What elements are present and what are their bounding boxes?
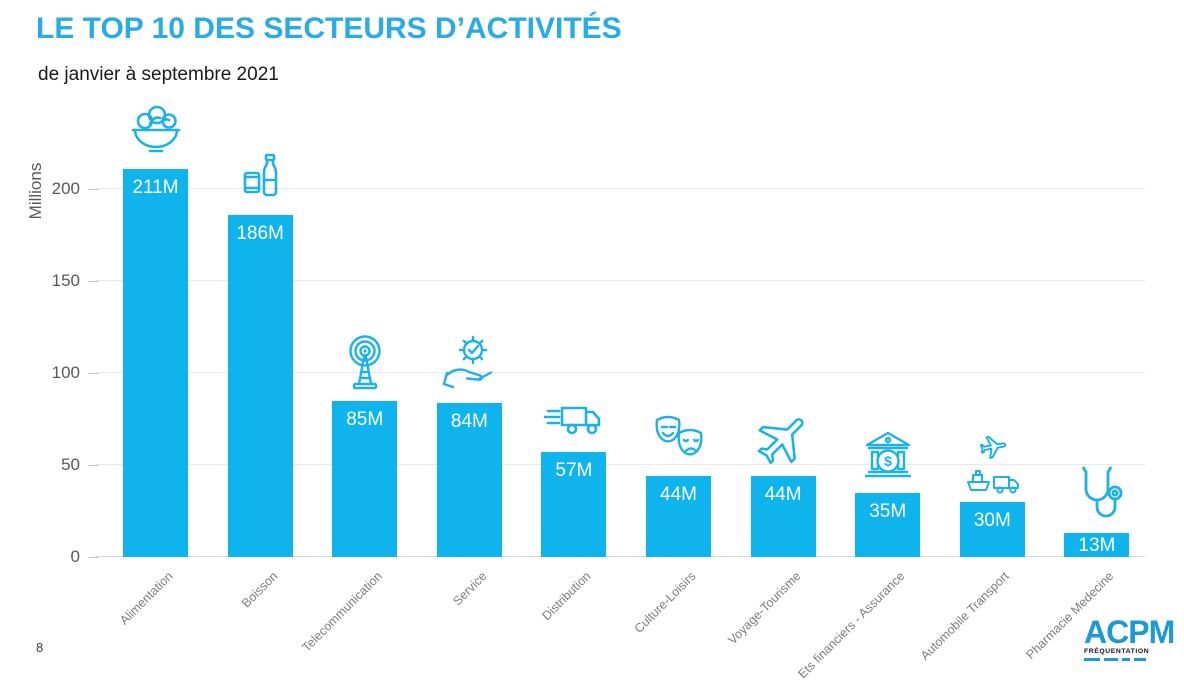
bar-value-label: 30M — [973, 509, 1011, 531]
x-axis-label: Distribution — [539, 569, 594, 624]
gridline — [95, 372, 1145, 374]
x-axis-label: Automobile Transport — [918, 569, 1013, 663]
y-tick-label: 100 — [51, 363, 80, 383]
acpm-logo-dashes — [1084, 658, 1174, 661]
gridline — [95, 464, 1145, 466]
bar-value-label: 57M — [555, 460, 593, 482]
page-title: LE TOP 10 DES SECTEURS D’ACTIVITÉS — [36, 12, 622, 45]
y-tick-label: 0 — [70, 547, 80, 566]
bar-7: 44M — [750, 476, 816, 557]
bar-10: 13M — [1064, 533, 1130, 557]
airplane-icon — [751, 407, 815, 471]
hand-holding-gear-icon — [437, 334, 501, 398]
x-axis-label: Boisson — [238, 569, 280, 611]
bar-value-label: 211M — [132, 177, 179, 199]
bar-value-label: 35M — [869, 500, 907, 522]
plane-ship-truck-icon — [960, 433, 1024, 497]
antenna-tower-icon — [333, 332, 397, 396]
bar-value-label: 44M — [660, 484, 697, 506]
bar-value-label: 44M — [764, 484, 802, 506]
acpm-logo-tagline: FRÉQUENTATION — [1084, 648, 1150, 656]
bar-value-label: 186M — [236, 223, 284, 245]
bar-3: 85M — [332, 400, 398, 557]
y-tick-mark — [88, 465, 99, 467]
bank-dollar-icon — [856, 424, 920, 488]
gridline — [95, 188, 1145, 190]
x-axis-label: Telecommunication — [299, 569, 385, 655]
page-number: 8 — [36, 640, 44, 655]
acpm-logo: ACPM FRÉQUENTATION — [1084, 614, 1175, 661]
plot-area: 211M Alimentation 186M Boisson 85M Telecommun… — [95, 160, 1145, 681]
salad-bowl-icon — [124, 100, 188, 164]
x-axis-label: Culture-Loisirs — [631, 569, 699, 636]
y-tick-mark — [88, 281, 99, 283]
y-tick-label: 200 — [51, 179, 80, 199]
acpm-logo-text: ACPM — [1084, 614, 1175, 650]
bottle-and-can-icon — [228, 146, 292, 210]
x-axis-label: Voyage-Tourisme — [724, 569, 803, 648]
bar-4: 84M — [436, 402, 502, 557]
x-axis-label: Ets financiers - Assurance — [795, 569, 908, 682]
bar-value-label: 13M — [1078, 534, 1116, 556]
y-tick-label: 150 — [51, 271, 80, 291]
y-tick-mark — [88, 373, 99, 375]
bar-5: 57M — [541, 452, 607, 557]
bar-2: 186M — [227, 215, 293, 557]
bar-value-label: 84M — [450, 410, 488, 432]
bar-value-label: 85M — [346, 408, 384, 430]
y-tick-mark — [88, 189, 99, 191]
delivery-truck-icon — [542, 383, 606, 447]
bar-9: 30M — [959, 501, 1025, 557]
x-axis-label: Alimentation — [116, 569, 176, 628]
y-tick-label: 50 — [61, 455, 80, 475]
bar-1: 211M — [123, 169, 188, 557]
x-axis-label: Service — [449, 569, 490, 609]
theater-masks-icon — [647, 407, 711, 471]
gridline — [95, 280, 1145, 282]
stethoscope-icon — [1065, 464, 1129, 528]
y-tick-mark — [88, 557, 99, 558]
x-axis-line — [95, 556, 1145, 557]
bar-6: 44M — [646, 476, 711, 557]
chart-subtitle: de janvier à septembre 2021 — [38, 64, 279, 85]
bar-8: 35M — [855, 492, 921, 557]
